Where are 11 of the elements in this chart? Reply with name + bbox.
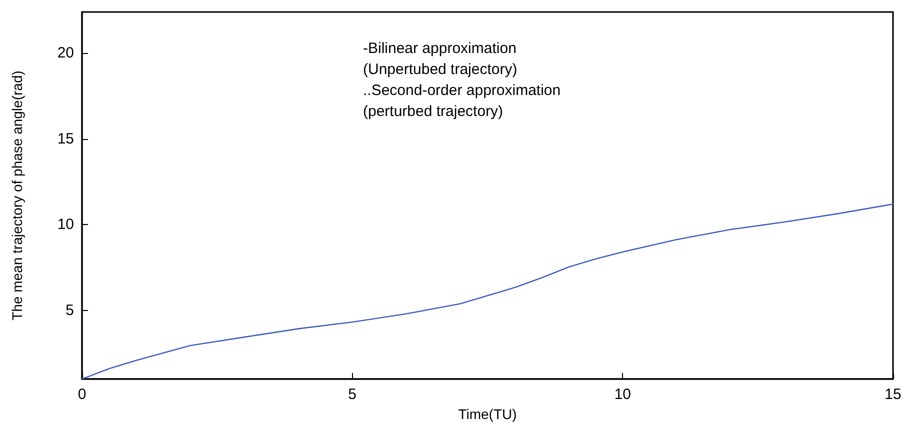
y-tick-label: 20 xyxy=(57,44,74,62)
y-axis-title: The mean trajectory of phase angle(rad) xyxy=(9,70,25,320)
y-tick-label: 5 xyxy=(66,302,74,319)
x-tick-label: 5 xyxy=(348,386,357,403)
x-tick-label: 0 xyxy=(78,386,86,403)
y-tick-label: 15 xyxy=(57,130,74,148)
x-tick-label: 10 xyxy=(614,386,632,403)
y-tick-label: 10 xyxy=(57,216,74,234)
x-tick-label: 15 xyxy=(884,386,902,403)
x-axis-title: Time(TU) xyxy=(458,406,517,422)
annotation: -Bilinear approximation (Unpertubed trajectory) ..Second-order approximation (perturbed trajectory) xyxy=(363,40,561,120)
